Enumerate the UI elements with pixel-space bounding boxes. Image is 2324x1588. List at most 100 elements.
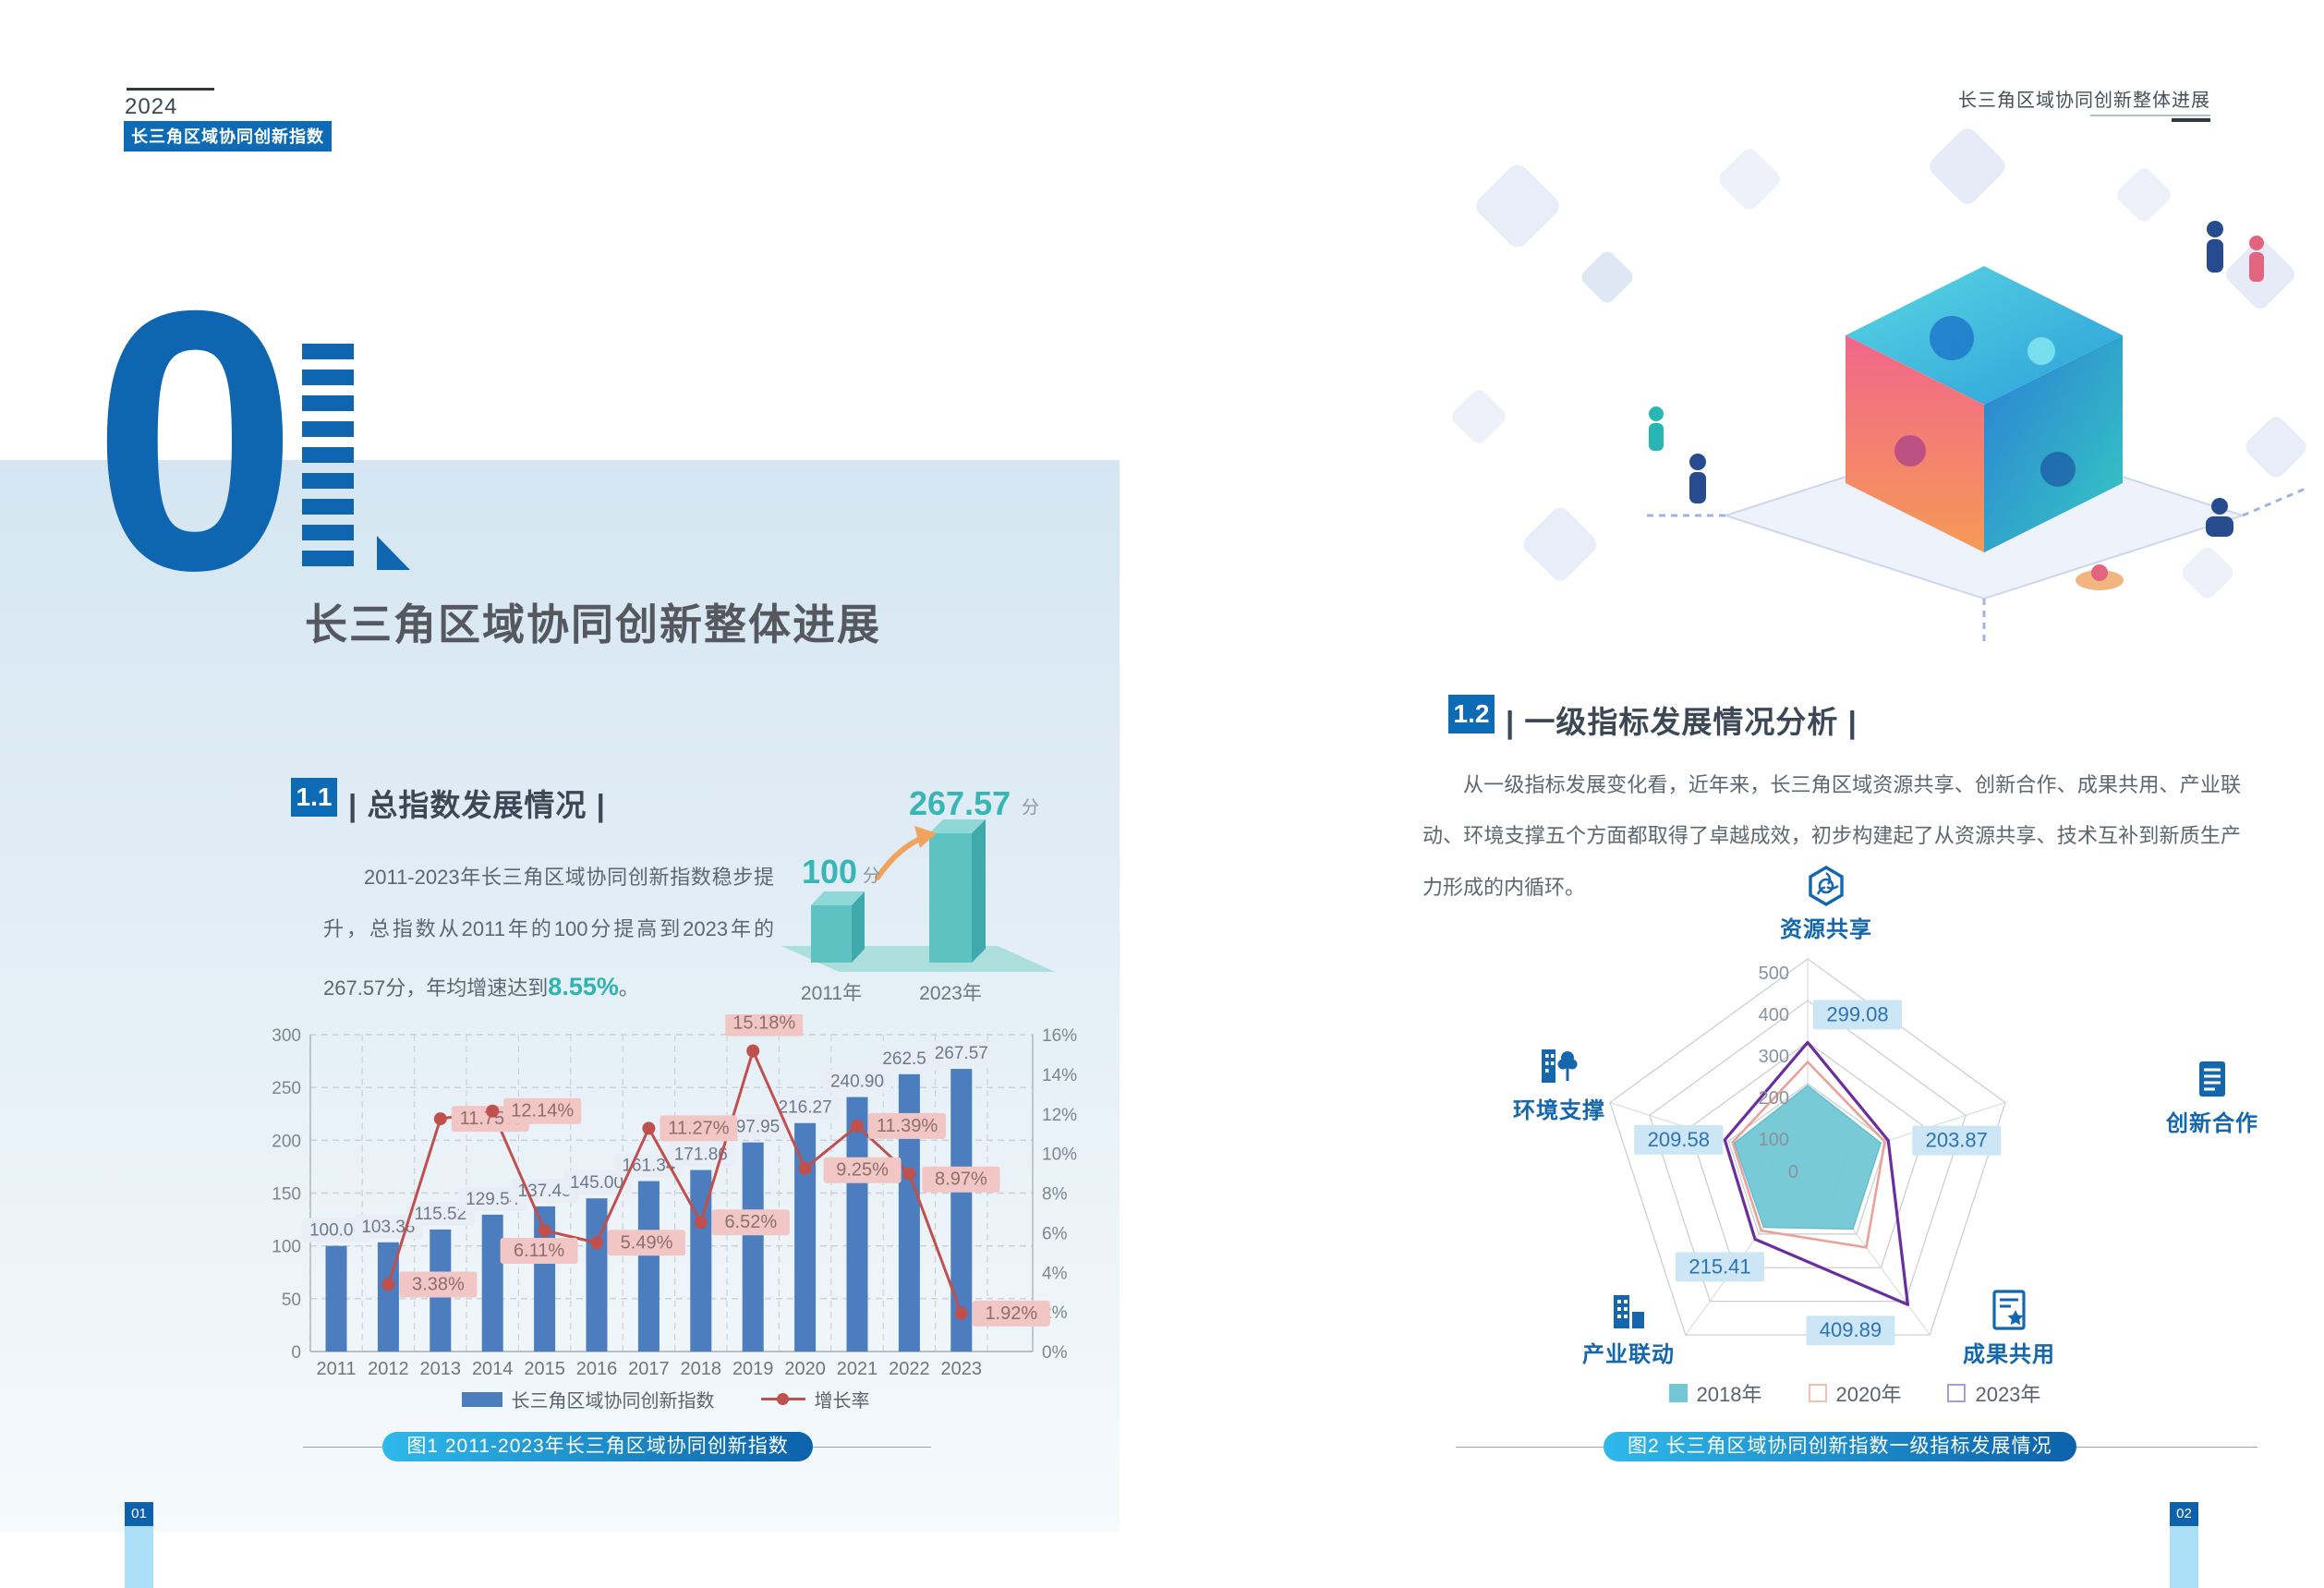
svg-text:10%: 10% [1042,1146,1077,1165]
hexagon-tiles [1452,128,2306,599]
svg-text:0%: 0% [1042,1343,1068,1363]
svg-text:12%: 12% [1042,1106,1077,1125]
figure2-caption: 图2 长三角区域协同创新指数一级指标发展情况 [1456,1432,2259,1461]
svg-text:16%: 16% [1042,1026,1077,1046]
page-right: 长三角区域协同创新整体进展 [1162,0,2324,1588]
svg-text:300: 300 [272,1026,301,1046]
chapter-number-zero: 0 [92,234,298,647]
legend-item-index: 长三角区域协同创新指数 [461,1386,715,1412]
svg-text:100: 100 [272,1238,301,1257]
svg-text:9.25%: 9.25% [836,1160,889,1181]
svg-text:2020: 2020 [784,1359,826,1379]
svg-text:200: 200 [272,1132,301,1151]
svg-text:1.92%: 1.92% [985,1303,1037,1324]
svg-text:4%: 4% [1042,1264,1068,1283]
svg-text:240.90: 240.90 [830,1073,884,1092]
resource-sharing-icon [1809,866,1844,906]
svg-text:2021: 2021 [837,1359,878,1379]
section-1-1-badge: 1.1 [291,778,337,817]
svg-text:2018: 2018 [681,1359,722,1379]
svg-text:2019: 2019 [732,1359,774,1379]
footer-tab-left [125,1526,153,1588]
running-header-rule [2090,115,2210,116]
section-1-1-paragraph: 2011-2023年长三角区域协同创新指数稳步提升，总指数从2011年的100分… [323,852,774,1019]
svg-text:分: 分 [863,866,880,886]
legend-2018-swatch [1668,1384,1688,1402]
svg-text:2023年: 2023年 [919,983,982,1004]
svg-text:115.52: 115.52 [414,1205,466,1224]
industry-linkage-icon [1614,1295,1644,1328]
legend-line-label: 增长率 [814,1391,870,1412]
svg-text:11.27%: 11.27% [668,1118,730,1138]
svg-text:400: 400 [1759,1005,1789,1025]
mini-score-chart: 100 分 267.57 分 2011年 2023年 [781,787,1055,1004]
svg-text:8%: 8% [1042,1185,1068,1205]
svg-text:2015: 2015 [524,1359,565,1379]
svg-text:11.39%: 11.39% [877,1116,938,1136]
svg-text:12.14%: 12.14% [511,1101,574,1121]
svg-text:5.49%: 5.49% [621,1232,673,1253]
svg-text:145.00: 145.00 [570,1173,623,1193]
figure2-legend: 2018年 2020年 2023年 [1624,1378,2086,1408]
svg-text:137.45: 137.45 [518,1182,572,1201]
svg-text:409.89: 409.89 [1820,1318,1882,1341]
legend-2020-swatch [1808,1384,1827,1402]
chapter-title: 长三角区域协同创新整体进展 [305,600,881,649]
section-1-2-paragraph: 从一级指标发展变化看，近年来，长三角区域资源共享、创新合作、成果共用、产业联动、… [1422,773,2241,899]
svg-text:2011年: 2011年 [801,983,862,1004]
svg-text:100: 100 [1759,1130,1789,1150]
svg-text:267.57: 267.57 [935,1044,988,1063]
svg-text:161.34: 161.34 [622,1157,676,1176]
svg-text:2011: 2011 [316,1359,356,1379]
radar-axis-industry-linkage: 产业联动 [1559,1290,1698,1368]
svg-text:215.41: 215.41 [1689,1255,1750,1278]
running-header-rule-dark [2172,118,2210,122]
legend-item-2020: 2020年 [1808,1378,1901,1408]
page-number-right: 02 [2170,1502,2198,1526]
footer-tab-right [2170,1526,2198,1588]
svg-text:6.11%: 6.11% [514,1241,564,1261]
figure2-caption-pill: 图2 长三角区域协同创新指数一级指标发展情况 [1604,1432,2076,1461]
svg-text:8.97%: 8.97% [935,1170,987,1190]
people-figures [1649,221,2264,537]
legend-item-2018: 2018年 [1668,1378,1762,1408]
growth-arrow-icon [875,836,923,880]
mini-right-value: 267.57 [909,787,1011,822]
radar-axis-resource-sharing: 资源共享 [1757,865,1895,943]
svg-text:0: 0 [1788,1162,1798,1182]
page-number-left: 01 [125,1502,153,1526]
figure1-bar-line-chart: 0501001502002503000%2%4%6%8%10%12%14%16%… [272,1014,1077,1379]
svg-text:6%: 6% [1042,1224,1068,1243]
svg-text:15.18%: 15.18% [732,1014,795,1034]
svg-text:50: 50 [282,1291,301,1310]
svg-text:250: 250 [272,1079,301,1098]
svg-text:209.58: 209.58 [1648,1128,1710,1151]
running-header: 长三角区域协同创新整体进展 [1958,91,2210,111]
chapter-triangle-icon [377,536,410,570]
legend-bar-label: 长三角区域协同创新指数 [511,1391,715,1412]
section-1-2-badge: 1.2 [1448,695,1495,733]
svg-text:197.95: 197.95 [726,1118,780,1137]
paragraph-highlight: 8.55% [548,973,619,1001]
svg-text:2012: 2012 [368,1359,409,1379]
innovation-coop-icon [2199,1061,2225,1097]
svg-text:150: 150 [272,1185,301,1205]
legend-2023-swatch [1947,1384,1967,1402]
figure1-legend: 长三角区域协同创新指数 增长率 [257,1386,1074,1412]
paragraph-text-after: 。 [618,976,639,1000]
svg-text:6.52%: 6.52% [724,1212,777,1232]
svg-text:262.52: 262.52 [882,1049,936,1069]
header-year: 2024 [125,94,178,119]
achievement-sharing-icon [1992,1290,2026,1330]
svg-text:129.54: 129.54 [466,1190,520,1209]
left-background-panel [0,460,1120,1533]
chapter-number-one-stripes [302,344,354,576]
svg-text:100.00: 100.00 [309,1221,363,1241]
legend-item-growth: 增长率 [760,1386,870,1412]
svg-text:299.08: 299.08 [1826,1002,1888,1025]
figure2-radar-chart: 100 200 300 400 500 0 299.08 203.87 409.89 215.41… [1609,958,2006,1346]
puzzle-cube [1846,266,2123,552]
svg-text:2014: 2014 [472,1359,513,1379]
legend-item-2023: 2023年 [1947,1378,2040,1408]
svg-text:2016: 2016 [576,1359,618,1379]
